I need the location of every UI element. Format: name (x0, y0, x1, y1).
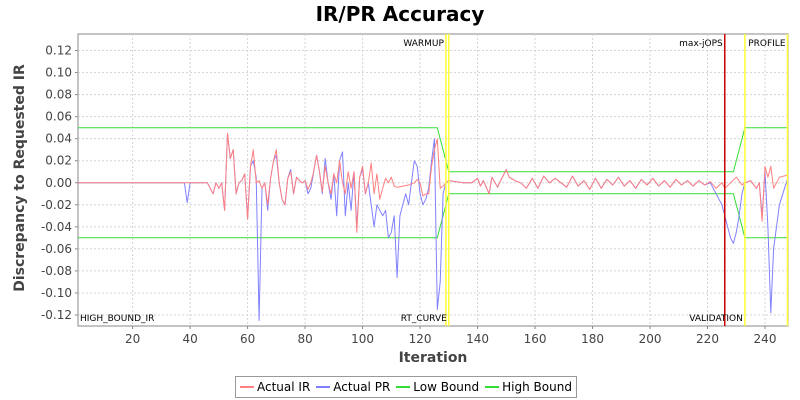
corner-label: HIGH_BOUND_IR (80, 314, 154, 324)
legend-label-high-bound: High Bound (502, 380, 572, 394)
marker-label: WARMUP (403, 39, 444, 49)
series-line-low-bound (78, 193, 788, 239)
legend-swatch-low-bound (396, 386, 411, 388)
x-tick-label: 220 (696, 332, 719, 346)
y-tick-label: 0.12 (45, 44, 72, 58)
y-tick-label: -0.08 (41, 264, 72, 278)
x-tick-label: 160 (524, 332, 547, 346)
y-tick-label: 0.00 (45, 176, 72, 190)
marker-label: max-jOPS (679, 39, 723, 49)
legend-item-low-bound: Low Bound (396, 380, 479, 394)
y-tick-label: -0.06 (41, 242, 72, 256)
y-tick-label: -0.12 (41, 308, 72, 322)
marker-label: RT_CURVE (401, 314, 447, 324)
legend-item-actual-ir: Actual IR (240, 380, 310, 394)
x-tick-label: 140 (466, 332, 489, 346)
marker-label: VALIDATION (689, 314, 743, 324)
x-tick-label: 60 (240, 332, 255, 346)
x-tick-label: 100 (351, 332, 374, 346)
legend: Actual IR Actual PR Low Bound High Bound (235, 376, 577, 398)
x-axis-label: Iteration (398, 350, 468, 366)
y-tick-label: 0.08 (45, 88, 72, 102)
legend-swatch-actual-pr (316, 386, 331, 388)
y-tick-label: -0.02 (41, 198, 72, 212)
legend-swatch-actual-ir (240, 386, 254, 388)
x-tick-label: 200 (639, 332, 662, 346)
legend-label-actual-ir: Actual IR (257, 380, 311, 394)
marker-label: PROFILE (748, 39, 786, 49)
legend-label-low-bound: Low Bound (413, 380, 480, 394)
x-tick-label: 240 (754, 332, 777, 346)
series-line-high-bound (78, 127, 788, 173)
legend-item-high-bound: High Bound (485, 380, 572, 394)
y-tick-label: 0.06 (45, 110, 72, 124)
plot-area (77, 33, 789, 327)
legend-swatch-high-bound (485, 386, 500, 388)
legend-item-actual-pr: Actual PR (316, 380, 390, 394)
x-tick-label: 40 (182, 332, 197, 346)
series-line-actual-ir (78, 132, 789, 233)
x-tick-label: 20 (125, 332, 140, 346)
y-tick-label: 0.02 (45, 154, 72, 168)
y-tick-label: -0.10 (41, 286, 72, 300)
legend-label-actual-pr: Actual PR (333, 380, 391, 394)
y-tick-label: -0.04 (41, 220, 72, 234)
y-tick-label: 0.04 (45, 132, 72, 146)
y-axis-label: Discrepancy to Requested IR (12, 64, 28, 292)
x-tick-label: 80 (297, 332, 312, 346)
x-tick-label: 120 (409, 332, 432, 346)
x-tick-label: 180 (581, 332, 604, 346)
y-tick-label: 0.10 (45, 66, 72, 80)
chart-title: IR/PR Accuracy (315, 2, 485, 26)
